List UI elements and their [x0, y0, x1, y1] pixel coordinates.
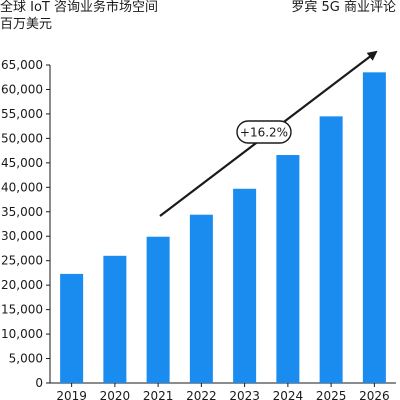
y-tick-label: 15,000 [1, 303, 43, 317]
x-tick-label: 2021 [143, 389, 174, 400]
chart-title: 全球 IoT 咨询业务市场空间 [0, 0, 158, 15]
axis-layer [46, 64, 396, 387]
bar-2024 [276, 155, 300, 383]
bar-2021 [146, 236, 170, 383]
bar-2026 [362, 72, 386, 383]
y-tick-label: 30,000 [1, 229, 43, 243]
x-tick-label: 2019 [56, 389, 87, 400]
cagr-label: +16.2% [240, 126, 288, 140]
y-tick-label: 50,000 [1, 131, 43, 145]
x-tick-label: 2023 [229, 389, 260, 400]
source-label: 罗宾 5G 商业评论 [291, 0, 396, 15]
x-tick-label: 2026 [359, 389, 390, 400]
bar-2023 [233, 188, 257, 383]
x-tick-label: 2020 [100, 389, 131, 400]
y-tick-label: 25,000 [1, 254, 43, 268]
unit-label: 百万美元 [0, 17, 53, 32]
bar-2019 [60, 273, 84, 383]
x-tick-label: 2022 [186, 389, 217, 400]
bar-2025 [319, 116, 343, 383]
y-tick-label: 55,000 [1, 107, 43, 121]
cagr-badge [236, 120, 292, 144]
x-tick-label: 2025 [316, 389, 347, 400]
y-tick-label: 35,000 [1, 205, 43, 219]
y-tick-label: 10,000 [1, 327, 43, 341]
y-tick-label: 0 [35, 376, 43, 390]
y-tick-label: 65,000 [1, 58, 43, 72]
y-tick-label: 5,000 [9, 352, 43, 366]
y-tick-label: 40,000 [1, 180, 43, 194]
label-layer: 0 5,000 10,000 15,000 20,000 25,000 30,000 35,0… [1, 58, 390, 400]
bar-2022 [189, 214, 213, 383]
bar-2020 [103, 255, 127, 383]
bar-layer [60, 72, 386, 383]
x-tick-label: 2024 [273, 389, 304, 400]
y-tick-label: 45,000 [1, 156, 43, 170]
y-tick-label: 60,000 [1, 82, 43, 96]
y-tick-label: 20,000 [1, 278, 43, 292]
